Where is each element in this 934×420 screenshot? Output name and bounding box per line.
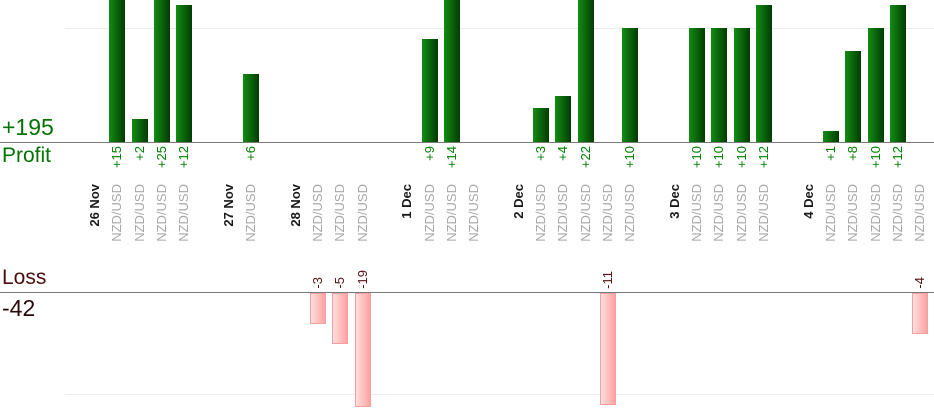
- profit-bar: [132, 119, 148, 142]
- profit-bar: [823, 131, 839, 142]
- instrument-label: NZD/USD: [734, 184, 749, 242]
- profit-gridline: [65, 28, 934, 29]
- date-label: 4 Dec: [801, 184, 816, 219]
- profit-bar: [734, 28, 750, 142]
- instrument-label: NZD/USD: [868, 184, 883, 242]
- instrument-label: NZD/USD: [890, 184, 905, 242]
- bar-value-label: +10: [711, 146, 726, 169]
- bar-value-label: +10: [622, 146, 637, 169]
- bar-value-label: +10: [689, 146, 704, 169]
- date-label: 26 Nov: [87, 184, 102, 227]
- date-label: 2 Dec: [511, 184, 526, 219]
- profit-total: +195: [2, 114, 54, 140]
- loss-bar: [912, 293, 928, 334]
- instrument-label: NZD/USD: [600, 184, 615, 242]
- instrument-label: NZD/USD: [444, 184, 459, 242]
- instrument-label: NZD/USD: [332, 184, 347, 242]
- instrument-label: NZD/USD: [355, 184, 370, 242]
- profit-bar: [243, 74, 259, 142]
- bar-value-label: -5: [332, 277, 347, 289]
- bar-value-label: +4: [555, 146, 570, 161]
- instrument-label: NZD/USD: [109, 184, 124, 242]
- bar-value-label: -3: [310, 277, 325, 289]
- bar-value-label: +15: [109, 146, 124, 169]
- instrument-label: NZD/USD: [711, 184, 726, 242]
- instrument-label: NZD/USD: [310, 184, 325, 242]
- bar-value-label: +25: [154, 146, 169, 169]
- profit-bar: [868, 28, 884, 142]
- bar-value-label: +12: [890, 146, 905, 169]
- profit-section-title: Profit: [2, 144, 52, 167]
- profit-bar: [622, 28, 638, 142]
- instrument-label: NZD/USD: [756, 184, 771, 242]
- profit-bar: [890, 5, 906, 142]
- profit-bar: [176, 5, 192, 142]
- loss-total: -42: [2, 295, 36, 321]
- profit-bar: [555, 96, 571, 142]
- bar-value-label: -19: [355, 270, 370, 289]
- instrument-label: NZD/USD: [845, 184, 860, 242]
- bar-value-label: +2: [132, 146, 147, 161]
- date-label: 28 Nov: [288, 184, 303, 227]
- loss-bar: [310, 293, 326, 324]
- instrument-label: NZD/USD: [689, 184, 704, 242]
- profit-bar: [422, 39, 438, 142]
- instrument-label: NZD/USD: [823, 184, 838, 242]
- instrument-label: NZD/USD: [466, 184, 481, 242]
- loss-gridline: [65, 394, 934, 395]
- instrument-label: NZD/USD: [154, 184, 169, 242]
- bar-value-label: +12: [176, 146, 191, 169]
- instrument-label: NZD/USD: [243, 184, 258, 242]
- loss-axis-line: [0, 292, 934, 293]
- loss-section-title: Loss: [2, 266, 47, 289]
- profit-axis-line: [0, 142, 934, 143]
- profit-bar: [756, 5, 772, 142]
- bar-value-label: +1: [823, 146, 838, 161]
- bar-value-label: +6: [243, 146, 258, 161]
- profit-bar: [711, 28, 727, 142]
- bar-value-label: +3: [533, 146, 548, 161]
- profit-bar: [444, 0, 460, 142]
- profit-bar: [533, 108, 549, 142]
- bar-value-label: +22: [578, 146, 593, 169]
- bar-value-label: +12: [756, 146, 771, 169]
- bar-value-label: +9: [422, 146, 437, 161]
- instrument-label: NZD/USD: [578, 184, 593, 242]
- loss-bar: [355, 293, 371, 407]
- instrument-label: NZD/USD: [176, 184, 191, 242]
- profit-bar: [689, 28, 705, 142]
- instrument-label: NZD/USD: [422, 184, 437, 242]
- loss-bar: [600, 293, 616, 405]
- instrument-label: NZD/USD: [555, 184, 570, 242]
- instrument-label: NZD/USD: [132, 184, 147, 242]
- profit-bar: [845, 51, 861, 142]
- profit-bar: [154, 0, 170, 142]
- profit-bar: [578, 0, 594, 142]
- date-label: 1 Dec: [399, 184, 414, 219]
- bar-value-label: +10: [868, 146, 883, 169]
- bar-value-label: +14: [444, 146, 459, 169]
- date-label: 27 Nov: [221, 184, 236, 227]
- bar-value-label: +8: [845, 146, 860, 161]
- bar-value-label: -11: [600, 271, 615, 289]
- loss-bar: [332, 293, 348, 344]
- profit-bar: [109, 0, 125, 142]
- bar-value-label: -4: [912, 277, 927, 289]
- instrument-label: NZD/USD: [622, 184, 637, 242]
- instrument-label: NZD/USD: [533, 184, 548, 242]
- date-label: 3 Dec: [667, 184, 682, 219]
- instrument-label: NZD/USD: [912, 184, 927, 242]
- bar-value-label: +10: [734, 146, 749, 169]
